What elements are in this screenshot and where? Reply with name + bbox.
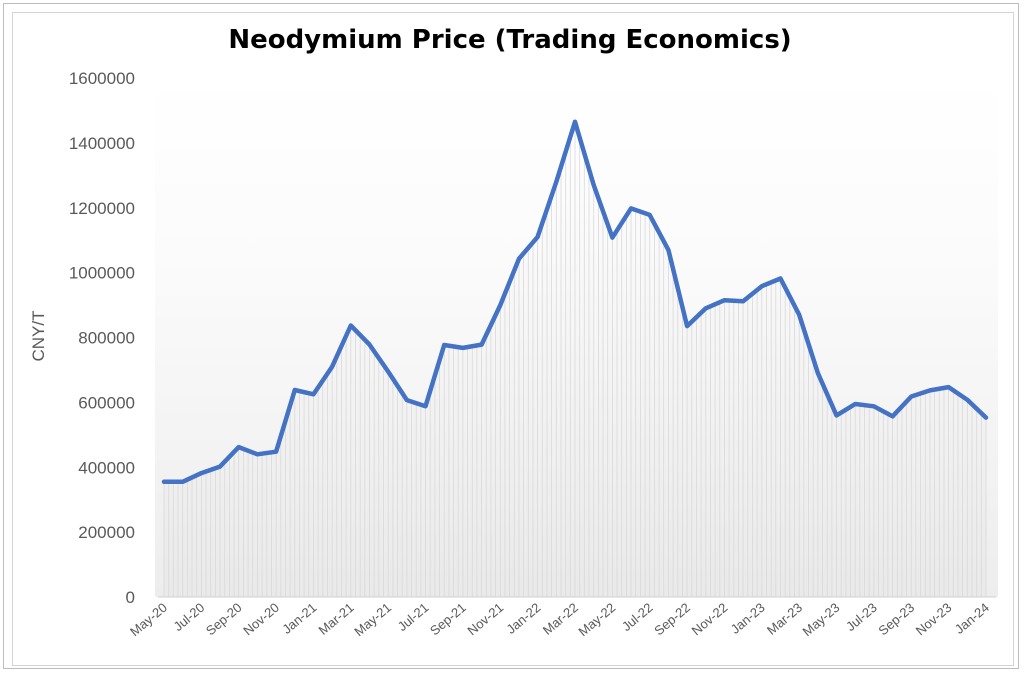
x-tick-label: Jul-20 [171,600,208,634]
x-tick-label: Nov-20 [240,600,282,638]
x-tick-label: Mar-21 [316,600,357,638]
x-tick-label: Sep-21 [427,600,469,638]
y-tick-label: 600000 [78,393,135,412]
y-tick-label: 200000 [78,523,135,542]
x-tick-label: Sep-20 [203,600,245,638]
y-axis-label: CNY/T [29,311,48,362]
x-tick-label: Nov-21 [464,600,506,638]
x-tick-label: Jan-23 [728,600,768,637]
x-tick-label: Jan-22 [503,600,543,637]
y-tick-label: 1200000 [69,199,135,218]
y-tick-label: 0 [126,588,135,607]
x-tick-label: May-23 [800,600,843,639]
x-tick-label: Mar-23 [764,600,805,638]
chart-title: Neodymium Price (Trading Economics) [228,25,791,55]
x-tick-label: Jul-22 [619,600,656,634]
y-tick-label: 400000 [78,458,135,477]
area-stripes-layer [163,121,987,597]
x-tick-label: Sep-23 [875,600,917,638]
series-line-layer [161,119,989,485]
x-tick-labels: May-20 Jul-20Sep-20Nov-20Jan-21Mar-21May-… [127,600,992,639]
x-tick-label: Nov-23 [913,600,955,638]
series-line [161,119,989,485]
y-tick-label: 1400000 [69,134,135,153]
chart-inner-border [12,12,1014,666]
x-tick-label: Jul-23 [843,600,880,634]
x-tick-label: Nov-22 [689,600,731,638]
x-tick-label: Sep-22 [651,600,693,638]
x-tick-label: May-22 [575,600,618,639]
y-tick-label: 800000 [78,329,135,348]
y-tick-label: 1000000 [69,264,135,283]
x-tick-label: Mar-22 [540,600,581,638]
x-tick-label: Jan-21 [279,600,319,637]
x-tick-label: May-21 [351,600,394,639]
y-tick-label: 1600000 [69,69,135,88]
y-tick-labels: 0 200000 400000 600000 800000 1000000 1200000 1… [69,69,135,607]
x-tick-label: Jul-21 [395,600,432,634]
x-tick-label: Jan-24 [952,600,992,637]
